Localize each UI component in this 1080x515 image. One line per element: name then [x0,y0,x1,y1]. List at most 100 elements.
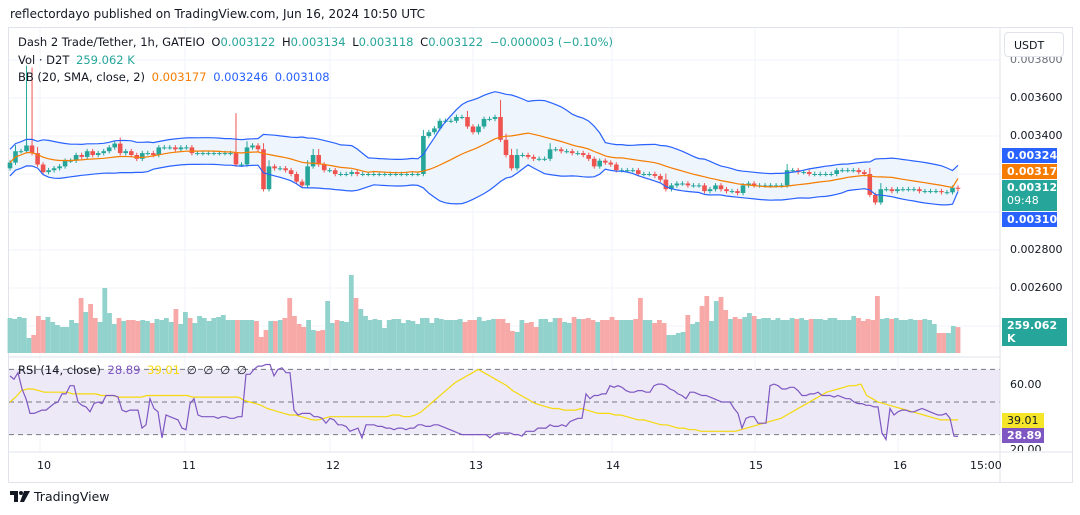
volume-bar [756,319,762,353]
volume-bar [604,320,610,353]
volume-bar [83,312,89,353]
volume-bar [680,332,686,353]
candle-body [768,185,773,187]
volume-bar [410,321,416,353]
bollinger-band-fill [10,91,958,205]
candle-body [823,174,828,175]
volume-bar [690,324,695,353]
volume-bar [799,318,804,353]
volume-bar [358,309,364,353]
volume-bar [334,320,340,353]
tradingview-brand: TradingView [10,489,110,504]
volume-bar [424,318,430,353]
volume-bar [97,322,103,353]
candle-body [84,151,90,157]
candle-body [851,170,856,172]
candle-body [492,117,498,119]
candle-body [658,175,663,180]
volume-bar [585,318,591,353]
volume-bar [860,321,866,353]
volume-bar [457,319,463,353]
volume-bar [363,316,368,353]
volume-bar [685,315,691,353]
candle-body [283,168,288,171]
volume-bar [69,320,74,353]
candle-body [310,155,316,167]
candle-body [553,149,558,151]
volume-bar [443,320,449,353]
candle-body [206,153,211,155]
candle-body [751,183,757,186]
candle-body [531,156,536,159]
volume-bar [17,317,22,353]
volume-bar [510,331,515,353]
ohlc-close: C0.003122 [420,35,484,49]
volume-bar [837,320,842,353]
candle-body [806,172,812,174]
volume-bar [785,320,790,353]
candle-body [305,166,310,186]
bb-basis-value: 0.003177 [151,70,207,84]
bollinger-fill [10,91,958,205]
bollinger-lines [9,91,959,206]
volume-bar [524,323,530,353]
candle-body [878,189,884,203]
currency-button[interactable]: USDT [1004,32,1064,57]
candle-body [625,170,630,172]
volume-bar [40,320,46,353]
candle-body [867,174,873,195]
candle-body [178,147,184,150]
candle-body [343,174,349,175]
volume-bar [211,318,217,353]
volume-bar [325,301,330,353]
volume-bar [159,320,165,353]
volume-bar [704,296,710,353]
volume-bar [462,322,468,353]
volume-bar [543,319,548,353]
candle-body [244,147,250,165]
candle-body [636,170,641,174]
candle-body [222,153,228,155]
candle-body [950,187,955,193]
volume-bar [88,304,93,353]
volume-bar [396,319,402,353]
volume-bar [770,320,776,353]
last-price-value: 0.003122 [1007,181,1065,194]
candle-body [481,118,487,127]
bb-basis-tag: 0.003177 [1002,164,1065,179]
volume-legend: Vol · D2T 259.062 K [18,53,138,67]
candle-body [200,153,206,155]
volume-bar [296,324,302,353]
volume-bar [908,319,913,353]
candle-body [393,174,399,175]
candle-body [509,155,514,169]
volume-bar [661,323,667,353]
volume-bar [870,320,876,353]
volume-bar [126,320,131,353]
candle-body [62,160,68,167]
volume-bars [7,275,961,353]
volume-bar [491,319,496,353]
volume-bar [197,316,202,353]
volume-bar [552,318,558,353]
rsi-legend: RSI (14, close) 28.89 39.01 ∅ ∅ ∅ ∅ [18,363,250,377]
candle-body [404,174,410,175]
volume-bar [448,320,454,353]
bb-legend-label: BB (20, SMA, close, 2) [18,70,145,84]
time-tick-12: 12 [326,459,340,472]
volume-bar [922,319,928,353]
volume-bar [941,333,947,353]
volume-bar [671,335,676,353]
volume-bar [519,320,525,353]
ohlc-high: H0.003134 [282,35,346,49]
price-tick-0.003600: 0.003600 [1010,91,1063,104]
rsi-tick-20: 20.00 [1010,443,1042,451]
volume-bar [562,322,567,353]
volume-bar [856,318,861,353]
volume-bar [912,320,918,353]
bb-lower-tag: 0.003108 [1002,212,1065,227]
tradingview-brand-text: TradingView [34,489,110,504]
candle-body [514,155,520,169]
volume-bar [851,316,857,353]
